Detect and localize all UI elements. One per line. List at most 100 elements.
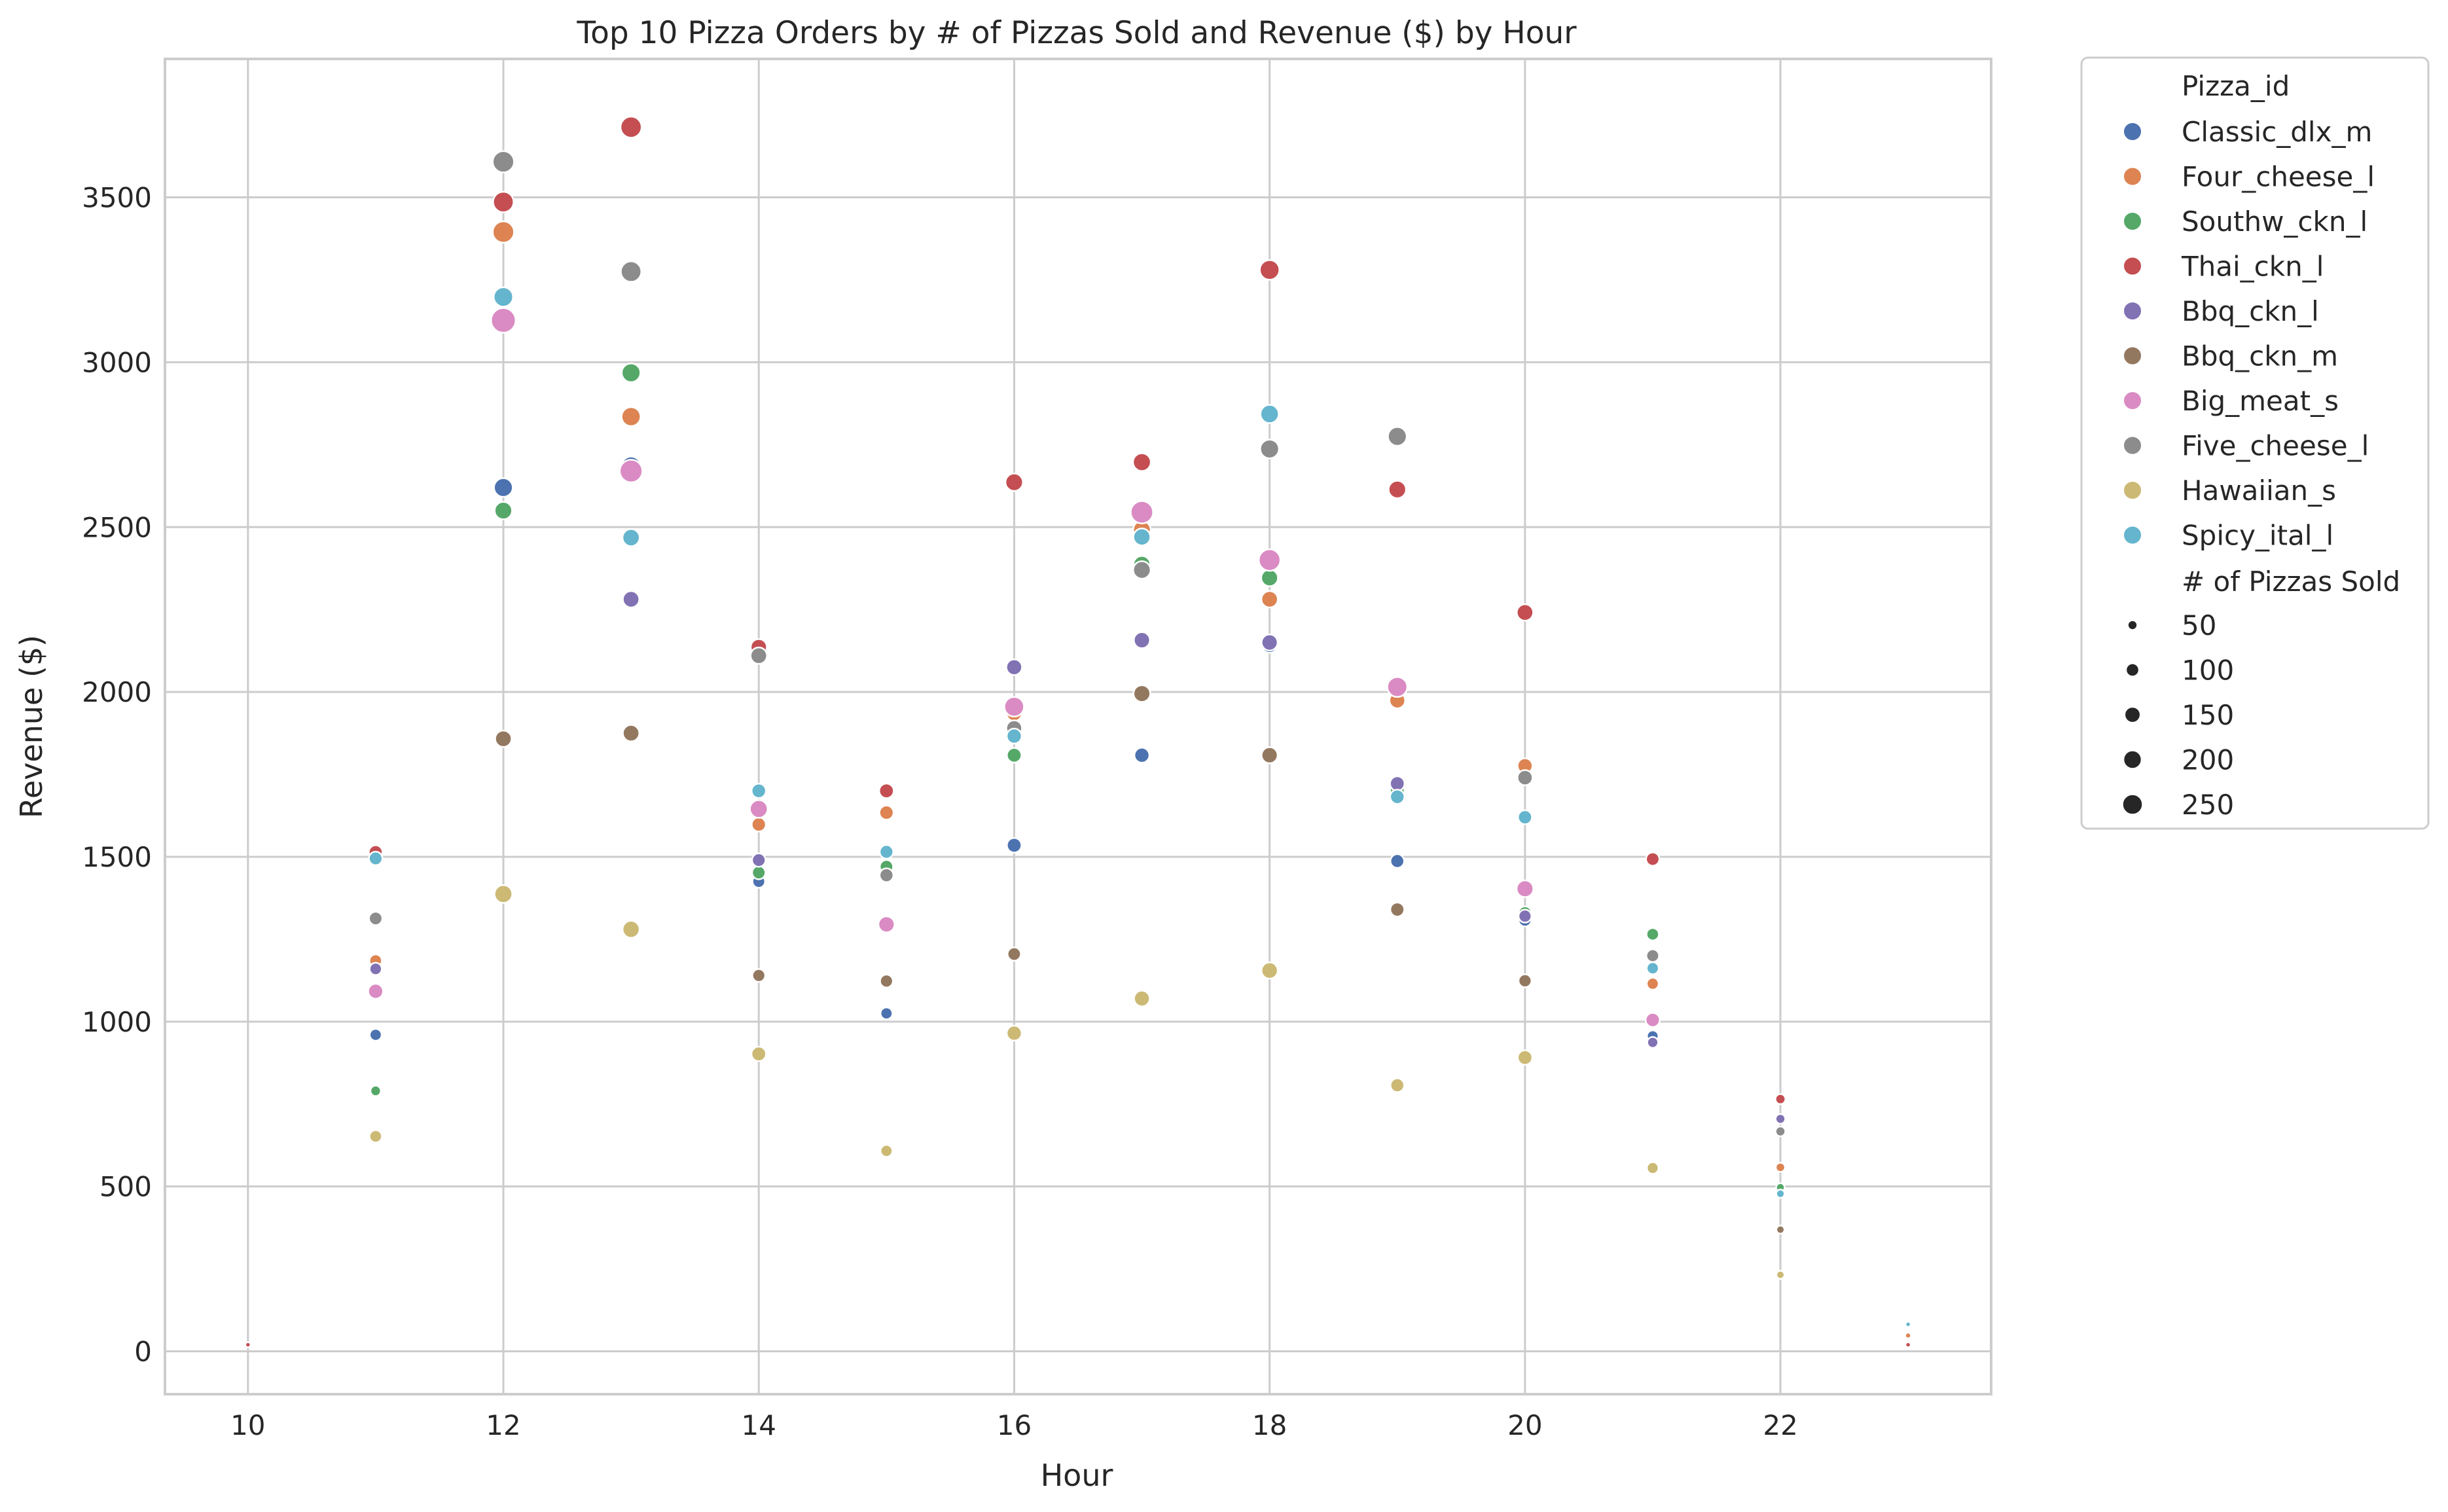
y-tick-label: 2500 xyxy=(82,511,152,543)
data-point xyxy=(1389,775,1406,792)
series-five-cheese-l xyxy=(368,150,1786,1138)
data-point xyxy=(1261,746,1279,765)
data-point xyxy=(1257,548,1282,572)
data-point xyxy=(1517,809,1533,825)
y-tick-label: 3000 xyxy=(82,346,152,378)
x-axis-label: Hour xyxy=(1041,1458,1113,1493)
data-point xyxy=(1775,1189,1786,1199)
data-point xyxy=(619,459,643,484)
data-point xyxy=(1774,1093,1787,1106)
x-tick-label: 18 xyxy=(1252,1409,1287,1441)
legend-size-label: 150 xyxy=(2182,699,2234,731)
data-point xyxy=(1517,1049,1534,1066)
data-point xyxy=(369,1085,382,1097)
y-tick-label: 2000 xyxy=(82,676,152,708)
data-point xyxy=(622,724,640,742)
data-point xyxy=(749,646,768,665)
data-point xyxy=(1132,560,1152,580)
data-point xyxy=(621,406,641,427)
data-point xyxy=(1260,962,1279,980)
data-point xyxy=(1904,1331,1912,1340)
y-tick-label: 1000 xyxy=(82,1006,152,1038)
series-bbq-ckn-m xyxy=(494,684,1786,1235)
data-point xyxy=(1260,590,1279,609)
legend-label: Hawaiian_s xyxy=(2182,475,2336,507)
data-point xyxy=(1005,727,1023,745)
data-point xyxy=(490,307,517,334)
plot-area xyxy=(164,58,1992,1395)
data-point xyxy=(1005,1024,1023,1042)
legend-size-marker xyxy=(2121,793,2144,816)
legend-label: Bbq_ckn_m xyxy=(2182,340,2338,372)
x-tick-label: 12 xyxy=(486,1409,520,1441)
data-point xyxy=(1515,879,1534,898)
x-tick-labels: 10 12 14 16 18 20 22 xyxy=(230,1409,1798,1441)
legend-marker xyxy=(2123,122,2142,141)
data-point xyxy=(1259,404,1280,424)
data-point xyxy=(1390,1077,1405,1093)
data-point xyxy=(1646,1161,1660,1175)
data-point xyxy=(1646,961,1660,975)
legend-size-entries: 50 100 150 200 250 xyxy=(2121,609,2234,821)
data-point xyxy=(494,729,513,748)
data-point xyxy=(1644,1012,1661,1028)
data-point xyxy=(878,782,895,799)
legend-size-title: # of Pizzas Sold xyxy=(2182,566,2400,598)
data-point xyxy=(1645,852,1661,867)
data-point xyxy=(1006,747,1022,764)
data-point xyxy=(1517,973,1533,988)
data-point xyxy=(1259,259,1280,281)
legend-size-label: 100 xyxy=(2182,655,2234,687)
data-point xyxy=(621,528,641,547)
data-point xyxy=(878,804,895,821)
data-point xyxy=(1387,426,1408,447)
data-points xyxy=(244,115,1912,1348)
legend-marker xyxy=(2123,525,2142,545)
legend-size-label: 200 xyxy=(2182,744,2234,776)
data-point xyxy=(1646,977,1660,991)
data-point xyxy=(621,362,641,384)
data-point xyxy=(1517,909,1532,924)
data-point xyxy=(1007,946,1022,962)
data-point xyxy=(749,799,769,819)
legend-label: Spicy_ital_l xyxy=(2182,520,2333,552)
x-tick-label: 22 xyxy=(1763,1409,1797,1441)
data-point xyxy=(1774,1113,1786,1125)
data-point xyxy=(1774,1162,1786,1173)
legend-marker xyxy=(2123,391,2142,410)
series-big-meat-s xyxy=(367,307,1661,1028)
legend-label: Thai_ckn_l xyxy=(2181,251,2324,283)
chart-title: Top 10 Pizza Orders by # of Pizzas Sold … xyxy=(576,15,1577,51)
data-point xyxy=(1004,473,1024,492)
data-point xyxy=(620,260,643,283)
legend-size-marker xyxy=(2124,706,2141,723)
data-point xyxy=(1133,631,1151,649)
data-point xyxy=(494,884,513,904)
data-point xyxy=(492,190,514,213)
data-point xyxy=(878,867,895,883)
legend-label: Bbq_ckn_l xyxy=(2182,295,2319,327)
legend-label: Southw_ckn_l xyxy=(2182,206,2367,238)
legend: Pizza_id Classic_dlx_m Four_cheese_l South… xyxy=(2080,56,2430,830)
data-point xyxy=(621,920,641,939)
x-tick-label: 16 xyxy=(997,1409,1032,1441)
data-point xyxy=(1389,901,1405,918)
data-point xyxy=(1775,1270,1786,1280)
legend-marker xyxy=(2123,256,2142,276)
y-tick-label: 1500 xyxy=(82,841,152,873)
series-hawaiian-s xyxy=(369,884,1786,1280)
legend-size-marker xyxy=(2127,619,2138,631)
y-tick-label: 500 xyxy=(99,1171,152,1203)
data-point xyxy=(1646,948,1660,963)
legend-size-marker xyxy=(2125,662,2140,677)
data-point xyxy=(493,286,514,308)
data-point xyxy=(369,1129,383,1143)
data-point xyxy=(368,910,384,926)
legend-marker xyxy=(2123,435,2142,456)
y-axis-label: Revenue ($) xyxy=(14,635,49,818)
data-point xyxy=(1260,568,1279,587)
data-point xyxy=(244,1341,252,1348)
legend-hue-title: Pizza_id xyxy=(2182,70,2290,102)
legend-label: Four_cheese_l xyxy=(2182,161,2375,193)
